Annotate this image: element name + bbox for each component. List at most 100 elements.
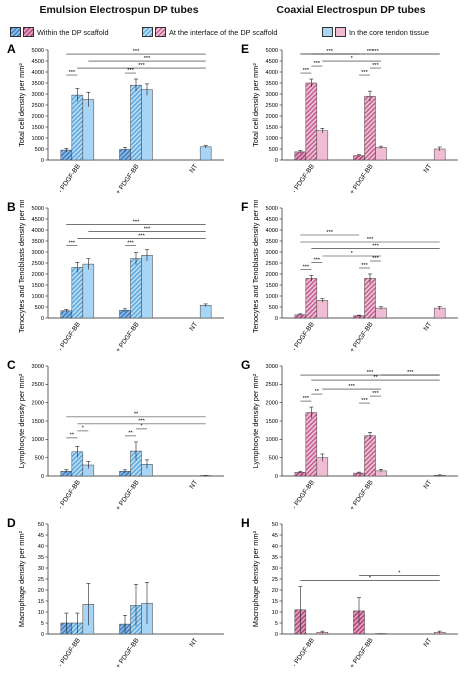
y-tick-label: 25	[272, 577, 278, 583]
panel-letter: F	[241, 200, 248, 214]
y-tick-label: 500	[35, 305, 44, 311]
significance-label: ***	[372, 243, 379, 249]
y-tick-label: 50	[272, 522, 278, 528]
x-category-label: NT	[423, 163, 434, 174]
y-tick-label: 1500	[266, 125, 278, 131]
bar	[71, 267, 84, 319]
x-category-label: - PDGF-BB	[291, 321, 316, 353]
bar	[199, 304, 212, 319]
y-tick-label: 40	[272, 544, 278, 550]
significance-label: ***	[326, 49, 333, 55]
y-tick-label: 0	[275, 316, 278, 322]
x-category-label: + PDGF-BB	[349, 479, 375, 512]
y-tick-label: 1000	[32, 437, 44, 443]
y-tick-label: 0	[275, 158, 278, 164]
y-tick-label: 2500	[266, 261, 278, 267]
hatched-dark-swatch-icon	[10, 27, 21, 37]
significance-label: ***	[326, 230, 333, 236]
y-tick-label: 2000	[266, 114, 278, 120]
y-tick-label: 0	[41, 474, 44, 480]
bar	[141, 89, 153, 161]
significance-label: ***	[144, 226, 151, 232]
chart-legend: Within the DP scaffold At the interface …	[4, 27, 466, 41]
x-category-label: + PDGF-BB	[115, 637, 141, 670]
bar	[141, 255, 153, 319]
significance-label: **	[128, 431, 133, 437]
y-tick-label: 5000	[32, 48, 44, 54]
legend-item-interface: At the interface of the DP scaffold	[142, 27, 277, 37]
x-category-label: - PDGF-BB	[57, 321, 82, 353]
bar	[375, 307, 387, 319]
x-category-label: NT	[189, 479, 200, 490]
y-tick-label: 500	[35, 147, 44, 153]
bar	[130, 258, 142, 319]
bar	[364, 278, 376, 319]
significance-label: ***	[69, 240, 76, 246]
significance-label: ***	[367, 49, 374, 55]
x-category-label: + PDGF-BB	[349, 637, 375, 670]
x-category-label: + PDGF-BB	[115, 479, 141, 512]
significance-label: ***	[372, 63, 379, 69]
bar	[364, 435, 376, 477]
panel-letter: E	[241, 42, 249, 56]
y-tick-label: 10	[272, 610, 278, 616]
panel-letter: B	[7, 200, 16, 214]
significance-label: ***	[348, 384, 355, 390]
y-tick-label: 4500	[32, 59, 44, 65]
legend-label-interface: At the interface of the DP scaffold	[169, 27, 278, 37]
y-axis-label: Tenocytes and Tenoblasts density per mm²	[251, 200, 260, 333]
y-tick-label: 1000	[266, 294, 278, 300]
y-axis-label: Total cell density per mm²	[251, 63, 260, 147]
y-tick-label: 4000	[32, 70, 44, 76]
y-tick-label: 2500	[32, 261, 44, 267]
y-tick-label: 5000	[266, 206, 278, 212]
significance-label: ***	[314, 61, 321, 67]
significance-label: **	[134, 412, 139, 418]
y-tick-label: 3500	[32, 239, 44, 245]
significance-label: *	[398, 571, 401, 577]
y-tick-label: 45	[38, 533, 44, 539]
panel-g: G Lymphocyte density per mm² 0 500 1000 1500 2…	[236, 358, 466, 516]
y-axis-label: Lymphocyte density per mm²	[251, 373, 260, 468]
significance-label: *	[351, 251, 354, 257]
y-tick-label: 35	[272, 555, 278, 561]
significance-label: ***	[372, 49, 379, 55]
bar	[305, 278, 318, 319]
significance-label: ***	[372, 256, 379, 262]
y-tick-label: 0	[41, 316, 44, 322]
y-tick-label: 5000	[266, 48, 278, 54]
panel-letter: D	[7, 516, 16, 530]
y-tick-label: 3000	[32, 250, 44, 256]
y-tick-label: 2500	[32, 382, 44, 388]
bar	[375, 147, 387, 161]
significance-label: ***	[69, 70, 76, 76]
panel-letter: H	[241, 516, 250, 530]
y-tick-label: 2000	[32, 401, 44, 407]
y-tick-label: 0	[275, 474, 278, 480]
y-axis-label: Total cell density per mm²	[17, 63, 26, 147]
bar	[305, 412, 318, 477]
y-tick-label: 40	[38, 544, 44, 550]
y-tick-label: 1000	[32, 136, 44, 142]
hatched-mid-pink-swatch-icon	[155, 27, 166, 37]
significance-label: **	[373, 375, 378, 381]
significance-label: *	[82, 426, 85, 432]
y-tick-label: 4000	[266, 70, 278, 76]
significance-label: ***	[361, 70, 368, 76]
y-tick-label: 1000	[32, 294, 44, 300]
panel-f: F Tenocytes and Tenoblasts density per mm…	[236, 200, 466, 358]
significance-label: ***	[133, 49, 140, 55]
x-category-label: NT	[189, 163, 200, 174]
y-tick-label: 1500	[266, 419, 278, 425]
y-tick-label: 30	[38, 566, 44, 572]
y-tick-label: 3000	[32, 92, 44, 98]
bar	[305, 82, 318, 161]
bar	[364, 95, 376, 161]
bar	[82, 263, 95, 319]
y-tick-label: 3000	[266, 364, 278, 370]
y-tick-label: 30	[272, 566, 278, 572]
significance-label: ***	[138, 419, 145, 425]
